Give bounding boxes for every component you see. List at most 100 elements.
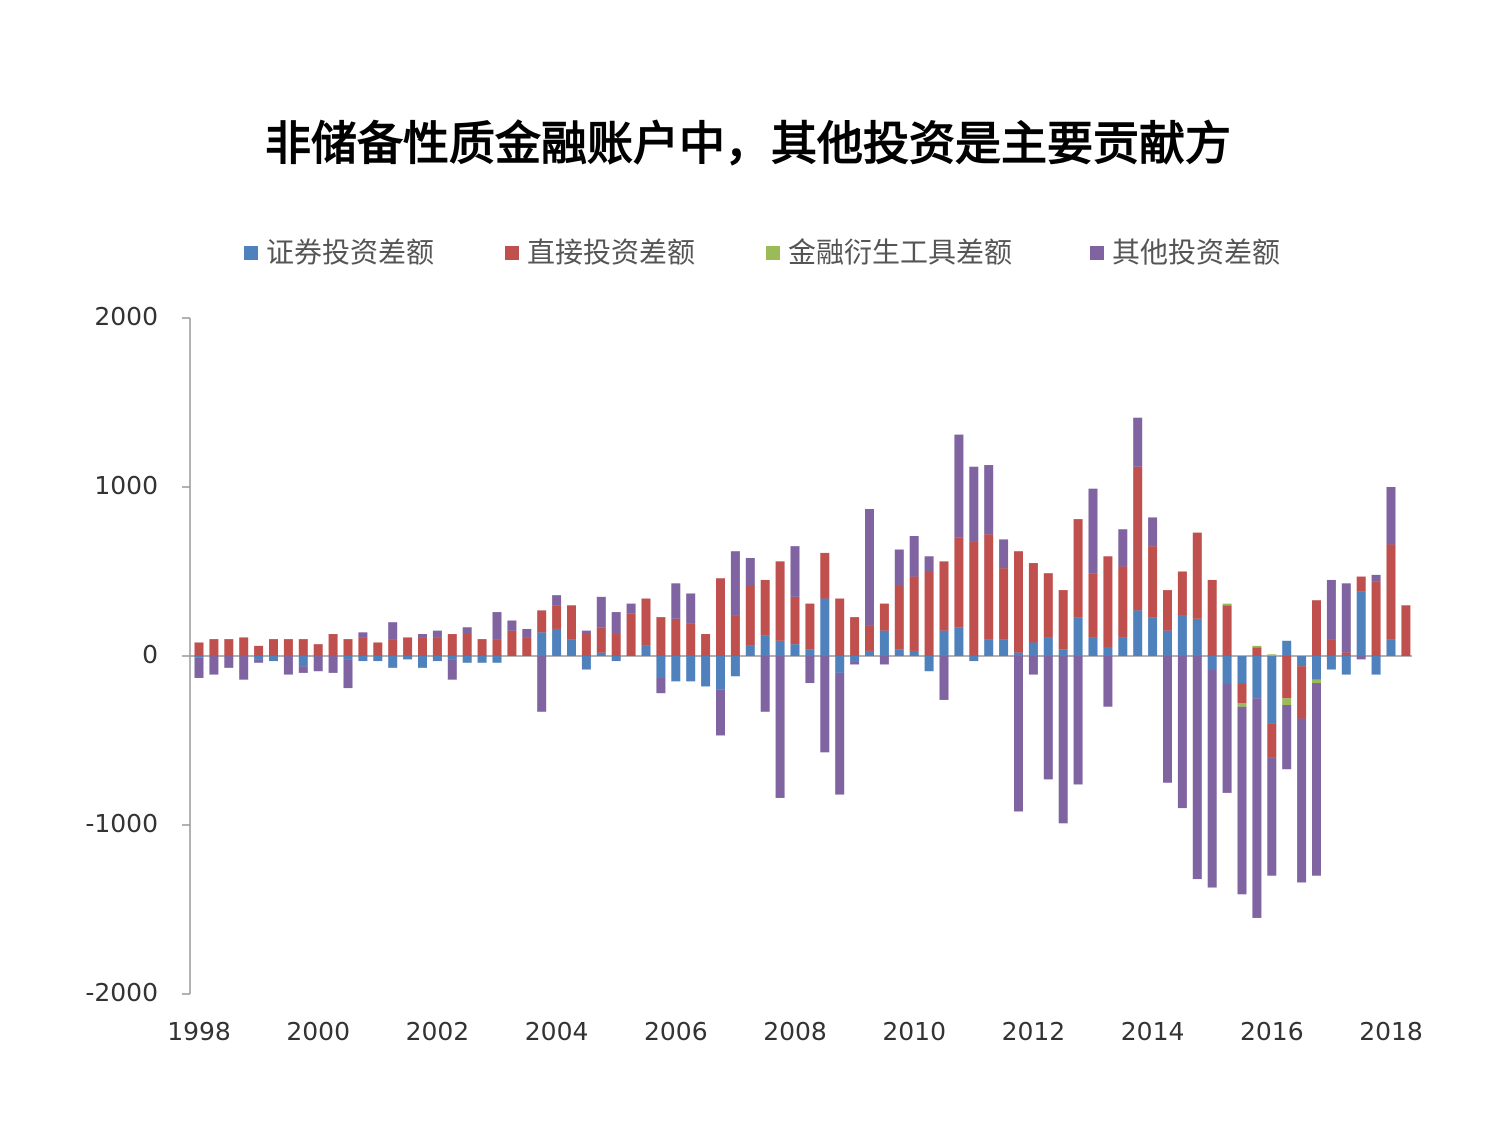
bar-segment <box>358 632 368 638</box>
bar-segment <box>820 552 830 599</box>
y-tick-label: 2000 <box>94 302 158 331</box>
bar-segment <box>999 568 1009 640</box>
bar-segment <box>686 623 696 656</box>
bar-segment <box>269 639 278 656</box>
bar-segment <box>1386 639 1396 656</box>
bar-segment <box>924 571 934 656</box>
bar-segment <box>567 639 576 656</box>
bar-segment <box>358 656 368 662</box>
bar-segment <box>939 656 949 700</box>
bar-segment <box>626 603 636 614</box>
bar-segment <box>477 656 487 663</box>
x-tick-label: 1998 <box>167 1017 231 1046</box>
bar-segment <box>701 634 711 656</box>
bar-segment <box>1103 656 1113 707</box>
bar-segment <box>879 603 889 631</box>
bar-segment <box>656 677 666 694</box>
bar-segment <box>1237 656 1247 684</box>
x-tick-label: 2018 <box>1359 1017 1423 1046</box>
bar-segment <box>254 645 264 656</box>
bar-segment <box>1163 656 1172 783</box>
bar-segment <box>254 656 264 660</box>
bar-segment <box>209 639 219 656</box>
bar-segment <box>1177 615 1187 656</box>
bar-segment <box>611 656 621 662</box>
bar-segment <box>269 656 278 662</box>
bar-segment <box>1073 519 1083 618</box>
bar-segment <box>388 622 398 640</box>
bar-segment <box>999 639 1009 656</box>
bar-segment <box>1386 487 1396 545</box>
bar-segment <box>1222 603 1232 606</box>
bar-segment <box>879 656 889 665</box>
bar-segment <box>477 639 487 656</box>
bar-segment <box>969 656 979 662</box>
bar-segment <box>1267 654 1277 656</box>
bar-segment <box>537 610 547 633</box>
bar-segment <box>537 632 547 656</box>
bar-segment <box>999 539 1009 569</box>
bar-segment <box>611 634 621 656</box>
bar-segment <box>1073 617 1083 656</box>
bar-segment <box>239 656 249 680</box>
bar-segment <box>313 656 323 672</box>
bar-segment <box>1088 637 1098 656</box>
bar-segment <box>775 640 785 656</box>
bar-segment <box>820 598 830 656</box>
bar-segment <box>492 656 502 663</box>
bar-segment <box>1297 718 1307 883</box>
bar-segment <box>1148 517 1158 547</box>
bar-segment <box>507 620 517 631</box>
bar-segment <box>1014 656 1023 812</box>
bar-segment <box>373 642 383 656</box>
bar-segment <box>1163 590 1172 631</box>
bar-segment <box>760 579 770 636</box>
bar-segment <box>1282 656 1292 699</box>
bar-segment <box>1148 546 1158 618</box>
bar-segment <box>432 656 442 662</box>
bar-segment <box>298 656 308 667</box>
bar-segment <box>909 576 919 651</box>
bar-segment <box>984 534 994 640</box>
bar-segment <box>879 630 889 656</box>
bar-segment <box>1326 656 1336 670</box>
x-tick-label: 2002 <box>406 1017 470 1046</box>
bar-segment <box>462 634 472 656</box>
bar-segment <box>939 561 949 631</box>
y-tick-label: -2000 <box>85 978 158 1007</box>
bar-segment <box>581 656 591 670</box>
bar-segment <box>462 656 472 663</box>
bar-segment <box>1341 583 1351 653</box>
bar-segment <box>790 644 800 656</box>
bar-segment <box>954 537 964 628</box>
x-tick-label: 2014 <box>1121 1017 1185 1046</box>
bar-segment <box>1192 618 1202 656</box>
bar-segment <box>1133 610 1143 656</box>
bar-segment <box>865 625 874 651</box>
bar-segment <box>403 656 413 660</box>
x-tick-label: 2006 <box>644 1017 708 1046</box>
bar-segment <box>1103 647 1113 656</box>
bar-segment <box>969 541 979 656</box>
legend-label: 其他投资差额 <box>1112 236 1280 269</box>
bar-segment <box>790 596 800 645</box>
bar-segment <box>745 585 755 646</box>
bar-segment <box>492 639 502 656</box>
bar-segment <box>894 649 904 656</box>
bar-segment <box>1088 573 1098 638</box>
bar-segment <box>775 656 785 798</box>
bar-segment <box>1058 649 1068 656</box>
bar-segment <box>716 656 725 690</box>
bar-segment <box>1312 600 1321 656</box>
bar-segment <box>418 637 427 656</box>
bar-segment <box>596 652 606 656</box>
bar-segment <box>1073 656 1083 785</box>
legend-label: 金融衍生工具差额 <box>788 236 1012 269</box>
bar-segment <box>1207 579 1217 656</box>
bar-segment <box>209 656 219 675</box>
bar-segment <box>283 639 293 656</box>
bar-segment <box>1341 652 1351 656</box>
bar-segment <box>701 656 711 687</box>
bar-segment <box>730 656 740 677</box>
bar-segment <box>1028 656 1038 675</box>
